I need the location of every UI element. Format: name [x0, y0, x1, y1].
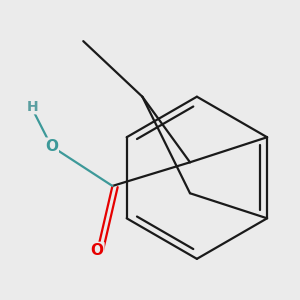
Text: H: H	[27, 100, 39, 114]
Text: O: O	[90, 243, 104, 258]
Text: O: O	[45, 139, 58, 154]
